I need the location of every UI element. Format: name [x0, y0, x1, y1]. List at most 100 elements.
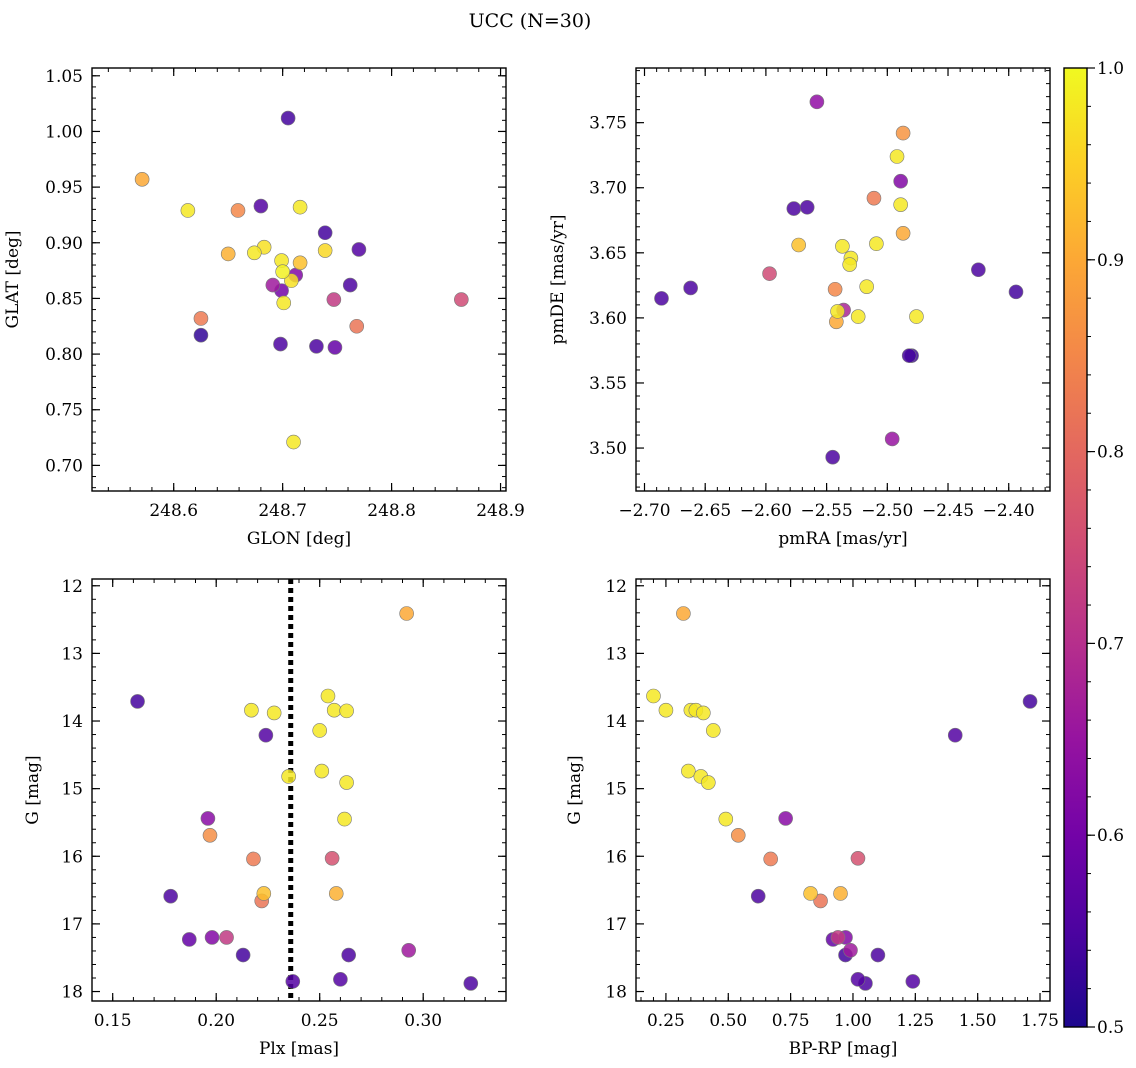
scatter-point: [351, 242, 367, 257]
y-tick-label: 18: [605, 983, 627, 1003]
colorbar-tick-label: 0.6: [1097, 826, 1124, 846]
scatter-point: [285, 974, 301, 989]
scatter-point: [265, 277, 281, 293]
x-axis-label: Plx [mas]: [259, 1039, 339, 1059]
scatter-point: [256, 886, 272, 901]
scatter-point: [803, 886, 818, 901]
scatter-point: [909, 309, 924, 324]
scatter-point: [328, 886, 344, 901]
scatter-points: [134, 110, 469, 450]
scatter-point: [134, 172, 150, 187]
scatter-point: [266, 705, 282, 721]
scatter-point: [454, 292, 469, 307]
scatter-point: [333, 972, 348, 987]
scatter-point: [399, 606, 414, 621]
scatter-point: [893, 173, 908, 189]
plot-frame: [635, 578, 1051, 1002]
tick-marks: [91, 579, 507, 1001]
scatter-point: [273, 336, 288, 352]
scatter-point: [676, 606, 691, 621]
tick-marks: [92, 68, 506, 491]
scatter-point: [341, 947, 356, 963]
y-axis-label: GLAT [deg]: [3, 230, 23, 328]
scatter-point: [850, 851, 866, 866]
scatter-point: [193, 311, 209, 326]
plot-frame: [635, 67, 1051, 492]
scatter-point: [813, 893, 828, 909]
scatter-point: [706, 723, 721, 738]
scatter-point: [843, 942, 858, 958]
scatter-point: [884, 431, 900, 447]
y-tick-label: 12: [61, 577, 83, 597]
x-tick-label: −2.40: [983, 501, 1035, 521]
y-axis-label: pmDE [mas/yr]: [548, 214, 568, 344]
y-tick-label: 3.55: [589, 374, 627, 394]
scatter-point: [830, 930, 846, 945]
y-tick-label: 14: [605, 712, 627, 732]
scatter-point: [825, 449, 840, 465]
scatter-point: [202, 828, 218, 843]
scatter-point: [204, 930, 220, 945]
scatter-point: [730, 828, 746, 843]
scatter-point: [327, 340, 343, 355]
scatter-point: [326, 702, 342, 718]
scatter-point: [320, 688, 336, 704]
scatter-point: [859, 279, 874, 294]
y-tick-label: 0.95: [45, 178, 83, 198]
scatter-point: [292, 255, 308, 271]
scatter-point: [833, 886, 848, 901]
scatter-point: [163, 888, 178, 904]
x-tick-label: 1.50: [959, 1011, 997, 1031]
plot-frame: [91, 578, 507, 1002]
scatter-point: [193, 327, 209, 343]
x-tick-label: 1.00: [834, 1011, 872, 1031]
scatter-point: [869, 236, 884, 252]
scatter-point: [337, 811, 352, 827]
scatter-point: [275, 264, 290, 280]
colorbar-tick-label: 0.8: [1097, 443, 1124, 463]
scatter-point: [889, 149, 905, 164]
x-tick-label: 248.9: [476, 501, 525, 521]
colorbar-tick-label: 0.7: [1097, 634, 1124, 654]
x-tick-label: 248.6: [149, 501, 198, 521]
scatter-point: [850, 972, 866, 987]
y-tick-label: 16: [61, 847, 83, 867]
figure-title: UCC (N=30): [469, 10, 592, 32]
scatter-point: [778, 811, 793, 826]
scatter-point: [850, 309, 866, 324]
scatter-point: [339, 703, 354, 719]
scatter-point: [901, 348, 917, 363]
scatter-point: [220, 246, 236, 262]
scatter-point: [866, 190, 882, 206]
scatter-point: [905, 974, 921, 989]
scatter-point: [247, 245, 262, 261]
scatter-point: [1022, 694, 1038, 709]
scatter-point: [235, 947, 251, 963]
scatter-point: [284, 273, 299, 288]
x-axis-label: pmRA [mas/yr]: [778, 529, 907, 549]
x-tick-label: 0.20: [197, 1011, 235, 1031]
scatter-point: [893, 197, 908, 212]
scatter-point: [258, 727, 274, 743]
panel-2: −2.70 −2.65 −2.60 −2.55 −2.50 −2.45 −2.40 3.50 3…: [548, 67, 1051, 549]
scatter-points: [130, 606, 479, 991]
y-tick-label: 1.00: [45, 122, 83, 142]
scatter-point: [130, 694, 145, 709]
scatter-point: [683, 280, 698, 296]
scatter-point: [870, 947, 886, 963]
x-tick-label: −2.70: [618, 501, 670, 521]
y-tick-label: 17: [605, 915, 627, 935]
x-tick-label: 0.25: [301, 1011, 339, 1031]
x-tick-label: −2.65: [679, 501, 731, 521]
scatter-point: [200, 811, 216, 826]
x-tick-label: 0.15: [94, 1011, 132, 1031]
scatter-points: [646, 606, 1038, 991]
y-axis-label: G [mag]: [565, 755, 585, 824]
scatter-point: [830, 304, 845, 319]
scatter-point: [324, 851, 340, 866]
scatter-point: [971, 262, 986, 278]
y-tick-label: 18: [61, 983, 83, 1003]
y-tick-label: 3.65: [589, 244, 627, 264]
scatter-point: [314, 763, 330, 779]
y-tick-label: 16: [605, 847, 627, 867]
